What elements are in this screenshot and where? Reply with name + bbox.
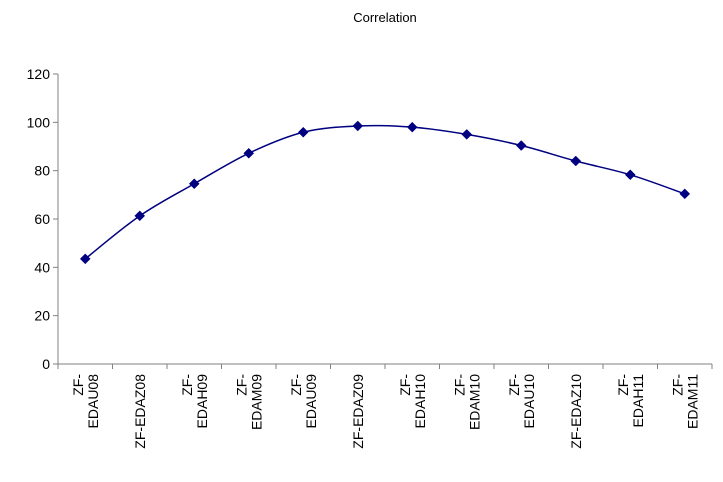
x-tick-label: ZF-EDAZ09 <box>350 374 366 449</box>
data-point-marker <box>461 129 473 140</box>
y-tick-label: 40 <box>34 259 50 275</box>
x-tick-label: ZF- EDAM11 <box>669 374 700 429</box>
data-point-marker <box>515 140 527 151</box>
data-point-marker <box>679 188 691 200</box>
data-point-marker <box>570 155 582 167</box>
x-tick-label: ZF-EDAZ08 <box>132 374 148 449</box>
y-tick-label: 80 <box>34 163 50 179</box>
x-tick-label-line: EDAH09 <box>194 374 210 429</box>
x-axis-ticks: ZF- EDAU08 ZF-EDAZ08 ZF- EDAH09 ZF- EDAM09 ZF- E… <box>57 364 713 449</box>
data-point-marker <box>188 178 200 190</box>
data-point-marker <box>352 120 364 132</box>
axes <box>57 74 712 365</box>
x-tick-label-line: ZF- <box>506 374 522 396</box>
x-tick-label: ZF- EDAU09 <box>288 374 319 429</box>
y-tick-label: 20 <box>34 308 50 324</box>
y-tick-label: 0 <box>42 356 50 372</box>
data-point-marker <box>134 210 146 222</box>
series-line <box>84 124 685 260</box>
x-tick-label-line: EDAM11 <box>684 374 700 429</box>
data-point-marker <box>79 253 91 265</box>
data-point-marker <box>624 169 636 181</box>
x-tick-label-line: ZF-EDAZ09 <box>350 374 366 449</box>
x-tick-label-line: ZF-EDAZ08 <box>132 374 148 449</box>
y-axis-ticks: 0 20 40 60 80 100 120 <box>27 66 58 372</box>
x-tick-label-line: ZF- <box>233 374 249 396</box>
x-tick-label: ZF- EDAU08 <box>70 374 101 429</box>
y-tick-label: 120 <box>27 66 51 82</box>
chart-title: Correlation <box>353 10 417 25</box>
x-tick-label: ZF-EDAZ10 <box>568 374 584 449</box>
x-tick-label-line: EDAU09 <box>303 374 319 429</box>
x-tick-label: ZF- EDAU10 <box>506 374 537 429</box>
x-tick-label-line: ZF- <box>615 374 631 396</box>
x-tick-label-line: EDAU10 <box>521 374 537 429</box>
data-point-marker <box>243 147 255 159</box>
x-tick-label-line: ZF- <box>397 374 413 396</box>
x-tick-label-line: EDAM09 <box>248 374 264 430</box>
x-tick-label: ZF- EDAH10 <box>397 374 428 429</box>
x-tick-label-line: ZF- <box>288 374 304 396</box>
x-tick-label-line: ZF- <box>70 374 86 396</box>
x-tick-label-line: ZF- <box>451 374 467 396</box>
data-point-marker <box>297 126 309 138</box>
x-tick-label: ZF- EDAH11 <box>615 374 646 428</box>
x-tick-label: ZF- EDAM10 <box>451 374 482 430</box>
x-tick-label-line: ZF- <box>179 374 195 396</box>
x-tick-label-line: ZF- <box>669 374 685 396</box>
x-tick-label-line: EDAH11 <box>630 374 646 428</box>
x-tick-label: ZF- EDAH09 <box>179 374 210 429</box>
x-tick-label-line: EDAM10 <box>466 374 482 430</box>
x-tick-label-line: ZF-EDAZ10 <box>568 374 584 449</box>
x-tick-label: ZF- EDAM09 <box>233 374 264 430</box>
y-tick-label: 60 <box>34 211 50 227</box>
x-tick-label-line: EDAH10 <box>412 374 428 429</box>
y-tick-label: 100 <box>27 114 51 130</box>
x-tick-label-line: EDAU08 <box>85 374 101 429</box>
series-layer <box>79 120 691 265</box>
data-point-marker <box>406 121 418 133</box>
